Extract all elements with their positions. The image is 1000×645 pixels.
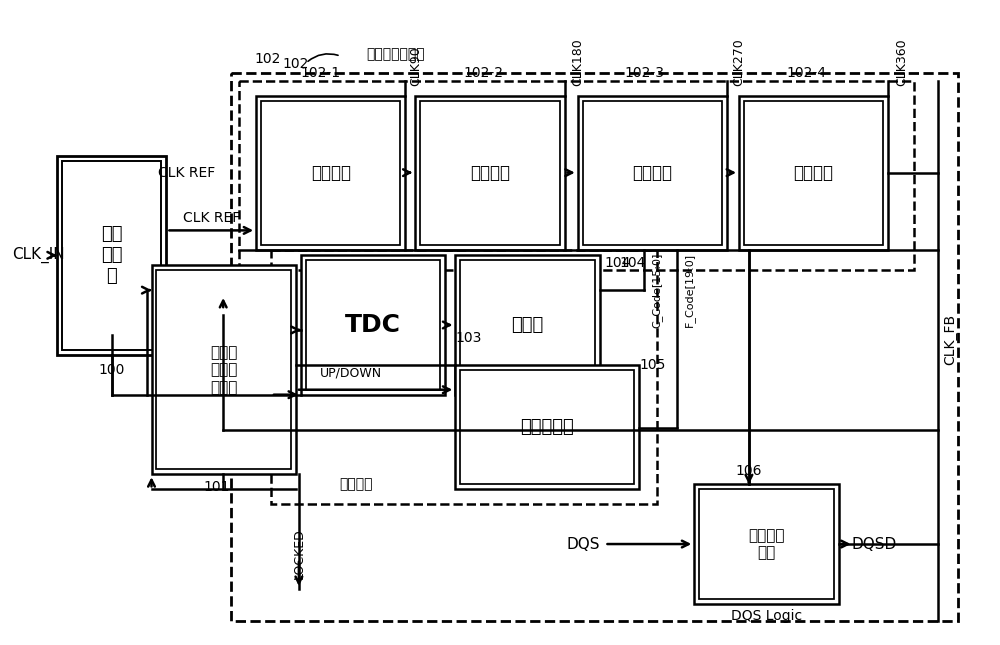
Text: DQS: DQS [566, 537, 600, 551]
Bar [231, 73, 958, 620]
Text: 延时单元: 延时单元 [794, 164, 834, 182]
Bar [256, 96, 405, 250]
Text: C_Code[15:0]: C_Code[15:0] [652, 252, 663, 328]
Text: 102-2: 102-2 [463, 66, 503, 80]
Text: 101: 101 [203, 481, 229, 494]
Text: CLK REF: CLK REF [158, 166, 215, 180]
Text: 鉴相及
锁定检
测电路: 鉴相及 锁定检 测电路 [210, 345, 237, 395]
Text: DQSD: DQSD [851, 537, 897, 551]
Text: 102-4: 102-4 [787, 66, 827, 80]
Text: 延时单元: 延时单元 [632, 164, 672, 182]
Bar [239, 81, 914, 270]
Bar [694, 484, 839, 604]
Bar [57, 155, 166, 355]
Text: 106: 106 [736, 464, 762, 479]
Bar [415, 96, 565, 250]
Bar [578, 96, 727, 250]
Text: 104: 104 [619, 256, 646, 270]
Text: CLK REF: CLK REF [183, 212, 240, 226]
Bar [261, 101, 400, 245]
Text: 延时单元: 延时单元 [311, 164, 351, 182]
Text: DQS Logic: DQS Logic [731, 609, 802, 622]
Bar [62, 161, 161, 350]
Text: 占空
比谐
整: 占空 比谐 整 [101, 226, 122, 285]
Text: 104: 104 [605, 256, 631, 270]
Bar [152, 265, 296, 474]
Text: 102: 102 [255, 52, 281, 66]
Bar [460, 261, 595, 390]
Text: CLK90: CLK90 [409, 46, 422, 86]
Bar [455, 365, 639, 490]
Bar [271, 250, 657, 504]
Bar [156, 270, 291, 470]
Bar [460, 370, 634, 484]
Text: 复制延时
单元: 复制延时 单元 [748, 528, 785, 561]
Text: CLK360: CLK360 [895, 39, 908, 86]
Bar [306, 261, 440, 390]
Text: UP/DOWN: UP/DOWN [320, 366, 382, 379]
Text: 数字控制延时链: 数字控制延时链 [366, 47, 425, 61]
Bar [699, 490, 834, 599]
Text: 102: 102 [283, 57, 309, 71]
Bar [744, 101, 883, 245]
Text: 105: 105 [639, 358, 666, 372]
Text: CLK_IN: CLK_IN [12, 247, 65, 263]
Bar [455, 255, 600, 395]
Bar [420, 101, 560, 245]
Text: 编码器: 编码器 [511, 316, 544, 334]
Text: CLK_FB: CLK_FB [943, 314, 957, 366]
Text: 100: 100 [98, 362, 125, 377]
Text: TDC: TDC [345, 313, 401, 337]
Text: 102-1: 102-1 [301, 66, 341, 80]
Bar [583, 101, 722, 245]
Text: 102-3: 102-3 [624, 66, 664, 80]
Text: LOCKED: LOCKED [292, 529, 305, 579]
Text: 移位计数器: 移位计数器 [520, 418, 574, 436]
Bar [739, 96, 888, 250]
Text: F_Code[19:0]: F_Code[19:0] [684, 253, 695, 327]
Text: CLK180: CLK180 [571, 38, 584, 86]
Text: CLK270: CLK270 [732, 38, 745, 86]
Text: 控制逻辑: 控制逻辑 [339, 477, 372, 491]
Bar [301, 255, 445, 395]
Text: 103: 103 [455, 331, 482, 345]
Text: 延时单元: 延时单元 [470, 164, 510, 182]
